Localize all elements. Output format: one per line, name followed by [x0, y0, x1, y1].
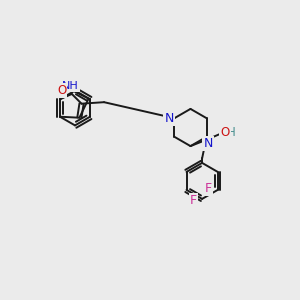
Text: N: N	[203, 137, 213, 150]
Text: F: F	[190, 194, 197, 207]
Text: NH: NH	[62, 81, 79, 91]
Text: F: F	[205, 182, 212, 195]
Text: N: N	[164, 112, 174, 125]
Text: H: H	[226, 126, 236, 139]
Text: O: O	[57, 84, 66, 97]
Text: O: O	[220, 126, 230, 139]
